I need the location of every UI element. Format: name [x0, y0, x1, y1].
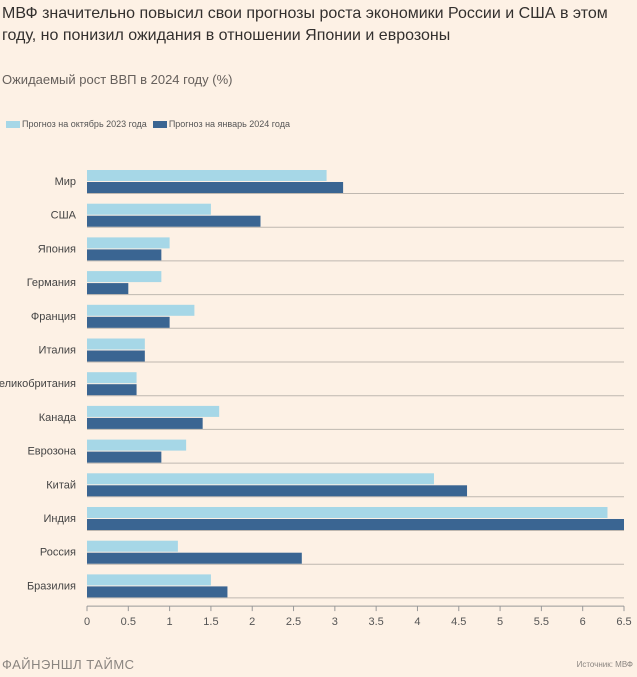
bar-jan [87, 384, 137, 396]
category-label: Германия [27, 277, 76, 289]
bar-oct [87, 304, 195, 316]
bar-jan [87, 586, 228, 598]
x-tick-label: 2.5 [286, 616, 301, 628]
chart-title: МВФ значительно повысил свои прогнозы ро… [2, 5, 608, 44]
legend-item-oct: Прогноз на октябрь 2023 года [6, 119, 147, 129]
x-tick-label: 3.5 [369, 616, 384, 628]
bar-oct [87, 439, 187, 451]
bar-oct [87, 237, 170, 249]
legend-label-jan: Прогноз на январь 2024 года [168, 119, 290, 129]
category-label: Франция [31, 311, 76, 323]
x-tick-label: 5.5 [534, 616, 549, 628]
x-tick-label: 1.5 [203, 616, 218, 628]
x-tick-label: 3 [332, 616, 338, 628]
category-label: Мир [55, 176, 76, 188]
legend-swatch-oct [6, 120, 20, 128]
bar-jan [87, 485, 468, 497]
bar-jan [87, 249, 162, 261]
x-tick-label: 4.5 [451, 616, 466, 628]
category-label: Канада [39, 412, 77, 424]
bar-jan [87, 316, 170, 328]
category-label: Китай [46, 479, 76, 491]
bar-jan [87, 215, 261, 227]
category-label: Италия [39, 345, 77, 357]
x-tick-label: 0.5 [121, 616, 136, 628]
legend: Прогноз на октябрь 2023 года Прогноз на … [6, 119, 296, 129]
bar-oct [87, 271, 162, 283]
bar-oct [87, 574, 211, 586]
bar-jan [87, 182, 344, 193]
category-label: Россия [40, 547, 76, 559]
bar-jan [87, 417, 203, 429]
brand-footer: ФАЙНЭНШЛ ТАЙМС [2, 657, 135, 672]
x-tick-label: 6 [580, 616, 586, 628]
category-label: США [51, 210, 77, 222]
x-tick-label: 1 [167, 616, 173, 628]
bar-jan [87, 283, 129, 295]
legend-swatch-jan [152, 120, 167, 128]
category-label: Индия [43, 513, 76, 525]
category-label: Великобритания [0, 378, 76, 390]
x-tick-label: 6.5 [616, 616, 631, 628]
x-tick-label: 5 [497, 616, 503, 628]
bar-jan [87, 519, 624, 530]
category-label: Бразилия [27, 580, 76, 592]
x-tick-label: 2 [249, 616, 255, 628]
bar-oct [87, 507, 608, 518]
bar-oct [87, 338, 145, 350]
x-tick-label: 0 [84, 616, 90, 628]
bar-oct [87, 203, 211, 215]
legend-label-oct: Прогноз на октябрь 2023 года [22, 119, 147, 129]
bar-jan [87, 350, 145, 362]
x-tick-label: 4 [414, 616, 420, 628]
category-label: Еврозона [27, 446, 76, 458]
bar-oct [87, 540, 178, 552]
bar-oct [87, 405, 220, 417]
source-note: Источник: МВФ [576, 660, 633, 669]
chart-subtitle: Ожидаемый рост ВВП в 2024 году (%) [2, 72, 233, 87]
bar-oct [87, 170, 327, 181]
bar-oct [87, 372, 137, 384]
category-label: Япония [38, 243, 76, 255]
legend-item-jan: Прогноз на январь 2024 года [152, 119, 290, 129]
bar-jan [87, 552, 302, 564]
bar-jan [87, 451, 162, 463]
bar-oct [87, 473, 434, 485]
